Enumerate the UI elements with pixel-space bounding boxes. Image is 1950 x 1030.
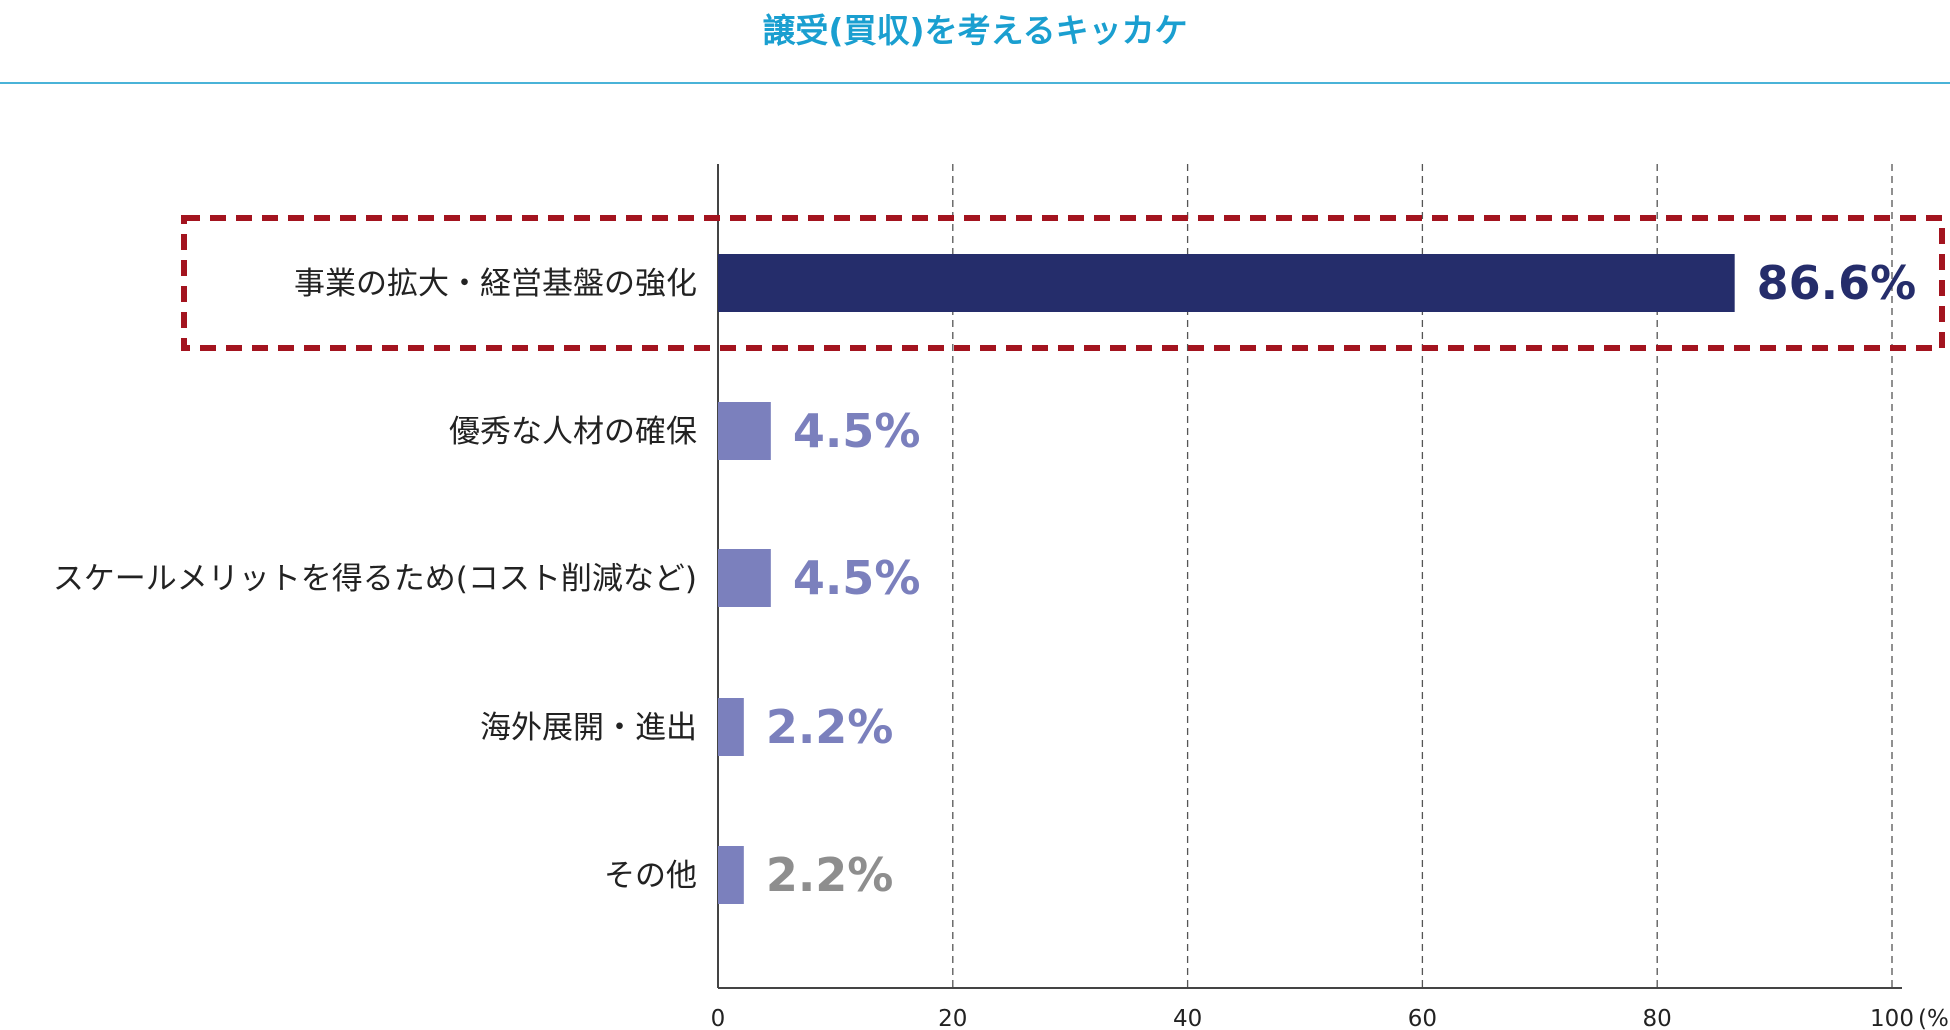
data-label: 4.5% xyxy=(793,404,921,458)
category-label: 優秀な人材の確保 xyxy=(449,414,697,450)
data-label: 2.2% xyxy=(766,848,894,902)
data-label: 4.5% xyxy=(793,551,921,605)
category-label: スケールメリットを得るため(コスト削減など) xyxy=(53,561,697,597)
bar xyxy=(718,549,771,607)
x-tick-label: 40 xyxy=(1173,1006,1202,1030)
x-tick-label: 0 xyxy=(711,1006,726,1030)
highlight-box xyxy=(181,215,1945,351)
title-divider xyxy=(0,82,1950,84)
x-tick-label: 100 xyxy=(1870,1006,1914,1030)
chart-title: 譲受(買収)を考えるキッカケ xyxy=(762,11,1188,50)
category-label: 事業の拡大・経営基盤の強化 xyxy=(294,266,697,302)
x-axis-unit: (%) xyxy=(1918,1006,1950,1030)
x-tick-label: 80 xyxy=(1643,1006,1672,1030)
bar xyxy=(718,402,771,460)
bar xyxy=(718,254,1735,312)
x-tick-label: 60 xyxy=(1408,1006,1437,1030)
bar xyxy=(718,846,744,904)
data-label: 2.2% xyxy=(766,700,894,754)
bar xyxy=(718,698,744,756)
category-label: その他 xyxy=(604,858,697,894)
x-tick-label: 20 xyxy=(938,1006,967,1030)
category-label: 海外展開・進出 xyxy=(480,710,697,746)
data-label: 86.6% xyxy=(1757,256,1917,310)
